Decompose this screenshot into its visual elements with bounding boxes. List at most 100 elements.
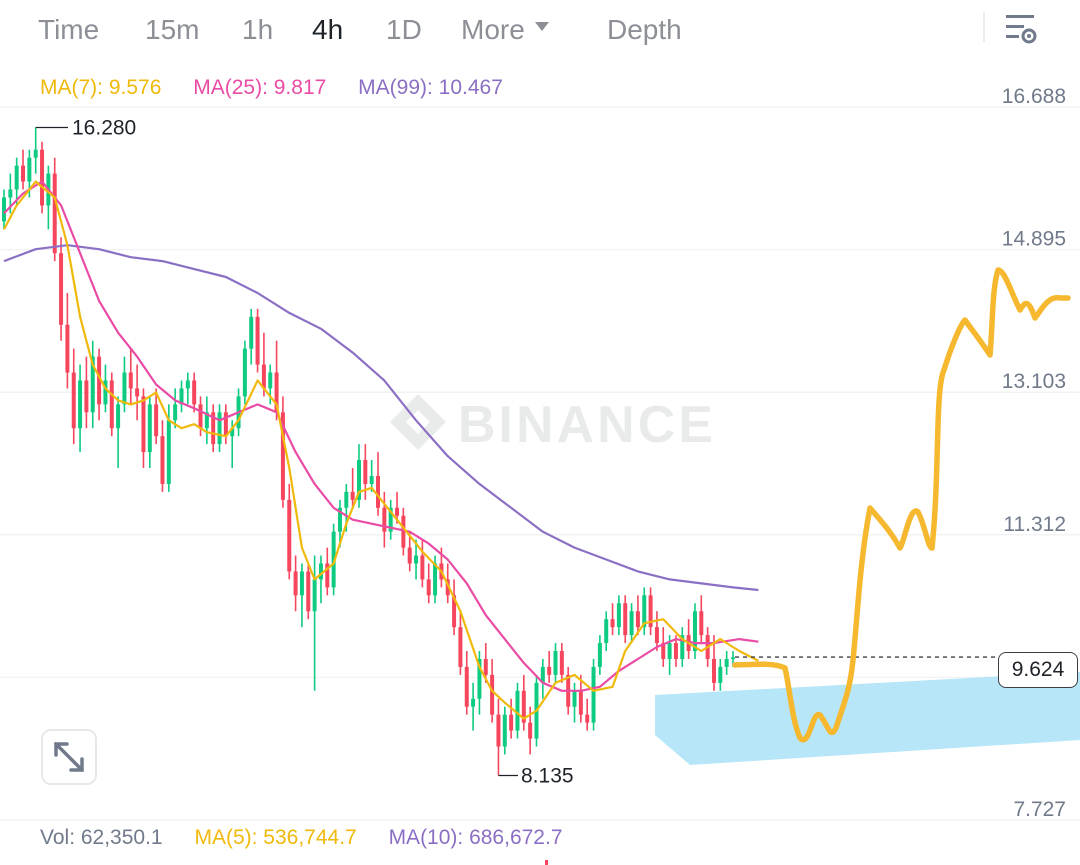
candle-up <box>597 635 602 675</box>
tab-4h[interactable]: 4h <box>312 14 344 45</box>
vol-ma5-legend: MA(5): 536,744.7 <box>194 826 357 849</box>
candle-body <box>135 388 140 397</box>
tab-more[interactable]: More <box>461 10 549 50</box>
candle-down <box>623 595 628 644</box>
candle-down <box>97 348 102 421</box>
candle-up <box>369 460 374 492</box>
candle-down <box>452 579 457 636</box>
candle-body <box>255 316 260 365</box>
candle-body <box>528 722 533 739</box>
candle-body <box>699 611 704 636</box>
price-axis-tick-label: 16.688 <box>1002 85 1066 108</box>
candle-down <box>496 698 501 776</box>
candle-body <box>306 571 311 612</box>
candle-body <box>261 364 266 389</box>
candle-down <box>325 547 330 596</box>
candle-down <box>280 396 285 508</box>
candle-body <box>40 149 45 206</box>
candle-body <box>116 404 121 429</box>
candle-down <box>192 372 197 413</box>
candle-up <box>78 364 83 453</box>
candle-body <box>65 324 70 373</box>
vol-legend: Vol: 62,350.1 <box>40 826 163 849</box>
candle-body <box>268 372 273 389</box>
candle-body <box>597 643 602 667</box>
candle-down <box>648 587 653 636</box>
candle-body <box>661 643 666 659</box>
candle-down <box>699 595 704 644</box>
candle-body <box>103 380 108 405</box>
candle-up <box>116 396 121 469</box>
candle-body <box>242 348 247 397</box>
candle-down <box>160 420 165 492</box>
candle-body <box>477 658 482 699</box>
candle-up <box>604 611 609 652</box>
candle-down <box>261 332 266 397</box>
candle-up <box>616 595 621 636</box>
candle-body <box>692 611 697 652</box>
candle-body <box>610 619 615 628</box>
candle-body <box>458 627 463 667</box>
candle-body <box>401 515 406 548</box>
candle-up <box>331 523 336 596</box>
caret-down-icon <box>534 21 549 31</box>
candle-up <box>724 651 729 675</box>
candle-down <box>211 404 216 453</box>
candle-up <box>388 499 393 540</box>
chart-settings-icon[interactable] <box>1000 12 1040 48</box>
candle-down <box>407 531 412 572</box>
candle-up <box>356 444 361 508</box>
candle-up <box>477 651 482 715</box>
candle-down <box>223 404 228 445</box>
candle-down <box>635 595 640 636</box>
candle-up <box>46 165 51 230</box>
candle-body <box>287 499 292 572</box>
candle-up <box>502 706 507 755</box>
candle-up <box>540 658 545 699</box>
candle-body <box>395 507 400 516</box>
candle-body <box>376 475 381 508</box>
ma25-legend: MA(25): 9.817 <box>193 76 327 99</box>
candle-down <box>711 635 716 691</box>
candle-up <box>591 658 596 731</box>
candle-body <box>198 404 203 429</box>
candle-body <box>363 460 368 484</box>
tab-time[interactable]: Time <box>38 14 100 45</box>
candle-down <box>661 627 666 667</box>
candle-body <box>141 396 146 453</box>
candle-up <box>2 189 6 230</box>
candle-body <box>680 635 685 659</box>
tab-1d[interactable]: 1D <box>386 14 422 45</box>
candle-body <box>616 603 621 628</box>
candle-body <box>667 643 672 659</box>
candle-body <box>654 627 659 644</box>
candle-up <box>179 380 184 413</box>
candle-up <box>299 563 304 628</box>
candle-up <box>680 627 685 667</box>
tab-1h[interactable]: 1h <box>242 14 274 45</box>
candle-body <box>559 651 564 675</box>
candle-up <box>642 587 647 636</box>
candle-up <box>185 372 190 405</box>
candle-down <box>559 643 564 683</box>
candle-down <box>578 674 583 723</box>
candle-body <box>591 666 596 723</box>
candle-body <box>718 666 723 683</box>
candle-body <box>179 388 184 405</box>
ma7-line <box>3 180 759 720</box>
candle-body <box>369 475 374 484</box>
vol-ma10-legend: MA(10): 686,672.7 <box>388 826 563 849</box>
candle-down <box>426 563 431 604</box>
candle-body <box>84 380 89 413</box>
tab-depth[interactable]: Depth <box>607 14 682 45</box>
candle-body <box>97 356 102 405</box>
candle-down <box>521 674 526 731</box>
expand-button[interactable] <box>41 729 97 785</box>
candle-down <box>483 643 488 683</box>
watermark-text: BINANCE <box>458 396 716 454</box>
candle-down <box>71 348 76 445</box>
candle-body <box>223 412 228 437</box>
tab-15m[interactable]: 15m <box>145 14 200 45</box>
candle-up <box>14 157 19 206</box>
